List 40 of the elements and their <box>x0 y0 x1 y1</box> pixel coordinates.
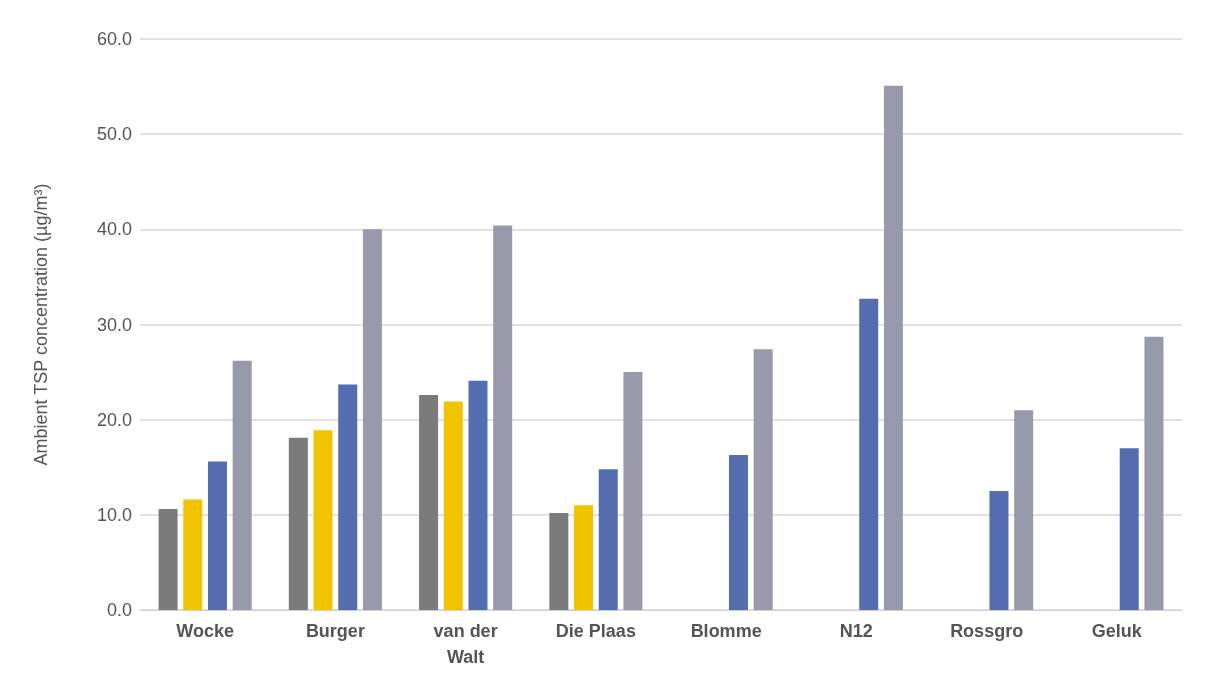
bar <box>1119 448 1139 610</box>
bar <box>362 229 382 610</box>
y-tick-label: 0.0 <box>106 600 132 620</box>
x-tick-label: Die Plaas <box>555 621 636 641</box>
bar <box>288 437 308 610</box>
bar <box>1144 336 1164 610</box>
bar <box>468 380 488 610</box>
x-tick-label: Blomme <box>690 621 762 641</box>
bar <box>207 461 227 610</box>
bar <box>158 509 178 610</box>
x-tick-label: Geluk <box>1091 621 1143 641</box>
y-tick-label: 50.0 <box>96 124 132 145</box>
bar <box>338 384 358 610</box>
bar <box>183 499 203 610</box>
bar <box>753 349 773 610</box>
y-axis-title: Ambient TSP concentration (µg/m³) <box>31 183 51 466</box>
bar <box>623 372 643 610</box>
bar <box>1014 410 1034 610</box>
x-tick-label: N12 <box>839 621 873 641</box>
y-tick-label: 30.0 <box>96 314 132 335</box>
x-tick-label: Burger <box>305 621 365 641</box>
bar <box>419 394 439 610</box>
y-tick-label: 40.0 <box>96 219 132 240</box>
x-tick-label: van der Walt <box>433 621 498 667</box>
bar <box>232 360 252 610</box>
bar <box>859 298 879 610</box>
x-tick-label: Wocke <box>176 621 234 641</box>
bar <box>574 505 594 610</box>
bar <box>493 225 513 610</box>
x-tick-label: Rossgro <box>950 621 1024 641</box>
bar <box>443 401 463 610</box>
bar <box>728 454 748 610</box>
bar <box>989 491 1009 610</box>
y-tick-label: 20.0 <box>96 409 132 430</box>
bar <box>549 512 569 610</box>
bar <box>313 430 333 610</box>
bar <box>598 469 618 610</box>
bar <box>883 85 903 610</box>
y-tick-label: 60.0 <box>96 29 132 49</box>
y-tick-label: 10.0 <box>96 504 132 525</box>
